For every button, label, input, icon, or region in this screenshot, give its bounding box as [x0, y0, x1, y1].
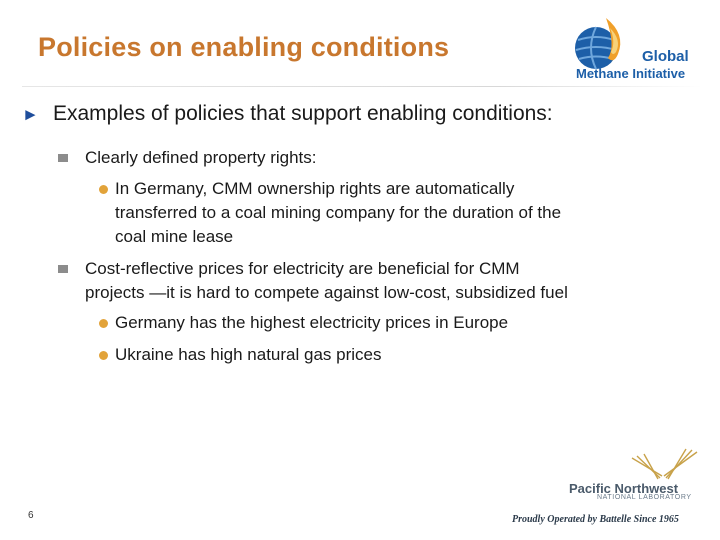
slide-title: Policies on enabling conditions: [38, 32, 450, 62]
pnnl-name: Pacific Northwest: [569, 481, 679, 496]
dot-bullet-icon: [99, 185, 108, 194]
list-item-text: projects —it is hard to compete against …: [85, 283, 568, 302]
global-methane-initiative-logo: Global Methane Initiative: [572, 14, 712, 84]
main-bullet-text: Examples of policies that support enabli…: [53, 102, 553, 125]
gmi-logo-line1: Global: [642, 48, 689, 65]
pnnl-subtitle: NATIONAL LABORATORY: [597, 494, 692, 501]
sub-item-line: coal mine lease: [115, 227, 234, 246]
gmi-logo-line2: Methane Initiative: [576, 66, 685, 81]
gmi-logo-graphic: Global Methane Initiative: [575, 18, 689, 81]
sub-item-line: Ukraine has high natural gas prices: [115, 345, 382, 364]
sub-item-line: In Germany, CMM ownership rights are aut…: [115, 179, 515, 198]
page-number: 6: [28, 510, 34, 521]
list-item-text: Cost-reflective prices for electricity a…: [85, 259, 520, 278]
sub-item-line: transferred to a coal mining company for…: [115, 203, 562, 222]
pnnl-logo-graphic: [562, 448, 712, 504]
dot-bullet-icon: [99, 351, 108, 360]
sub-item-line: Germany has the highest electricity pric…: [115, 313, 509, 332]
title-divider: [22, 86, 702, 87]
dot-bullet-icon: [99, 319, 108, 328]
triangle-bullet-icon: ►: [22, 105, 39, 124]
list-item-text: Clearly defined property rights:: [85, 148, 317, 167]
square-bullet-icon: [58, 265, 68, 273]
battelle-tagline: Proudly Operated by Battelle Since 1965: [512, 514, 679, 525]
square-bullet-icon: [58, 154, 68, 162]
